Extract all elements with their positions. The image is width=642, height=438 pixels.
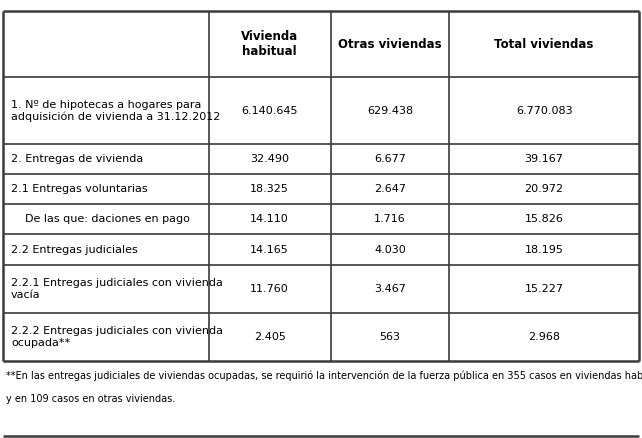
Text: De las que: daciones en pago: De las que: daciones en pago [11, 214, 190, 224]
Text: 11.760: 11.760 [250, 284, 289, 294]
Text: 2.2.1 Entregas judiciales con vivienda
vacía: 2.2.1 Entregas judiciales con vivienda v… [11, 278, 223, 300]
Text: 14.165: 14.165 [250, 244, 289, 254]
Text: 2.2.2 Entregas judiciales con vivienda
ocupada**: 2.2.2 Entregas judiciales con vivienda o… [11, 326, 223, 348]
Text: 2.647: 2.647 [374, 184, 406, 194]
Text: 15.227: 15.227 [525, 284, 564, 294]
Text: Total viviendas: Total viviendas [494, 38, 594, 51]
Text: Otras viviendas: Otras viviendas [338, 38, 442, 51]
Text: 18.325: 18.325 [250, 184, 289, 194]
Text: 1.716: 1.716 [374, 214, 406, 224]
Text: 2.1 Entregas voluntarias: 2.1 Entregas voluntarias [11, 184, 148, 194]
Text: 2.968: 2.968 [528, 332, 560, 342]
Text: 15.826: 15.826 [525, 214, 564, 224]
Text: 39.167: 39.167 [525, 154, 564, 164]
Text: 20.972: 20.972 [525, 184, 564, 194]
Text: Vivienda
habitual: Vivienda habitual [241, 30, 299, 58]
Text: **En las entregas judiciales de viviendas ocupadas, se requirió la intervención : **En las entregas judiciales de vivienda… [6, 370, 642, 381]
Text: 6.770.083: 6.770.083 [516, 106, 573, 116]
Text: 6.140.645: 6.140.645 [241, 106, 298, 116]
Text: 1. Nº de hipotecas a hogares para
adquisición de vivienda a 31.12.2012: 1. Nº de hipotecas a hogares para adquis… [11, 99, 220, 122]
Text: 2. Entregas de vivienda: 2. Entregas de vivienda [11, 154, 143, 164]
Text: 629.438: 629.438 [367, 106, 413, 116]
Text: 6.677: 6.677 [374, 154, 406, 164]
Text: y en 109 casos en otras viviendas.: y en 109 casos en otras viviendas. [6, 394, 176, 404]
Bar [3, 11, 639, 361]
Text: 563: 563 [379, 332, 401, 342]
Text: 18.195: 18.195 [525, 244, 564, 254]
Text: 2.405: 2.405 [254, 332, 286, 342]
Text: 3.467: 3.467 [374, 284, 406, 294]
Text: 2.2 Entregas judiciales: 2.2 Entregas judiciales [11, 244, 137, 254]
Text: 32.490: 32.490 [250, 154, 289, 164]
Text: 4.030: 4.030 [374, 244, 406, 254]
Text: 14.110: 14.110 [250, 214, 289, 224]
